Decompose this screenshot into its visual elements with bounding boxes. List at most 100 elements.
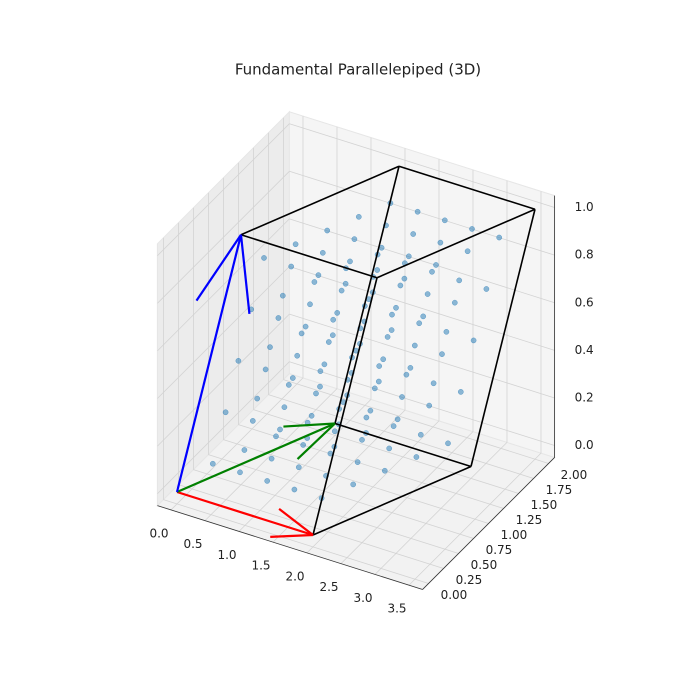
point	[279, 292, 286, 299]
point	[249, 418, 256, 424]
grid-line	[157, 266, 290, 399]
point	[411, 342, 418, 349]
point	[291, 486, 298, 493]
point	[355, 213, 362, 220]
point	[315, 272, 322, 278]
grid-line	[253, 409, 519, 494]
point	[371, 385, 378, 392]
y-tick-label: 1.25	[516, 513, 543, 527]
point	[413, 454, 420, 460]
x-tick-label: 1.0	[217, 548, 236, 562]
point	[439, 351, 445, 357]
grid-line	[289, 313, 555, 399]
y-tick-label: 0.75	[486, 543, 513, 557]
point	[375, 378, 382, 385]
point	[351, 236, 358, 242]
point	[380, 356, 387, 363]
grid-line	[289, 218, 555, 304]
point	[330, 316, 337, 323]
point	[237, 469, 243, 476]
point	[268, 455, 275, 462]
point	[433, 262, 439, 268]
point	[388, 327, 395, 333]
point	[298, 330, 305, 337]
x-tick-label: 0.0	[149, 526, 168, 540]
edge	[240, 165, 400, 236]
axis-line	[157, 505, 423, 590]
edge	[334, 422, 472, 468]
point	[308, 412, 315, 419]
point	[496, 234, 503, 241]
grid-line	[289, 123, 555, 208]
point	[445, 440, 451, 447]
point	[347, 258, 353, 265]
y-tick-label: 1.75	[546, 483, 573, 497]
z-tick-label: 0.8	[575, 248, 594, 262]
point	[389, 311, 395, 318]
point	[317, 368, 324, 375]
point	[390, 423, 397, 429]
arrow-head	[195, 234, 242, 302]
grid-line	[289, 170, 555, 256]
edge	[470, 209, 536, 467]
y-tick-label: 1.00	[501, 528, 528, 542]
point	[235, 357, 242, 364]
edge	[312, 465, 472, 536]
point	[241, 447, 248, 453]
y-tick-label: 0.50	[471, 558, 498, 572]
point	[429, 268, 435, 275]
point	[307, 301, 313, 308]
arrow-head	[283, 422, 336, 428]
point	[277, 426, 283, 433]
arrow-head	[239, 234, 251, 314]
chart-title: Fundamental Parallelepiped (3D)	[235, 61, 481, 79]
point	[289, 375, 296, 381]
z-tick-label: 0.2	[575, 390, 594, 404]
point	[313, 390, 319, 397]
grid-line	[163, 499, 429, 584]
point	[324, 227, 331, 234]
grid-line	[208, 454, 474, 539]
y-tick-label: 0.25	[456, 573, 483, 587]
edge	[398, 165, 536, 211]
point	[325, 339, 332, 345]
point	[317, 383, 323, 390]
point	[311, 279, 318, 285]
point	[222, 409, 229, 416]
point	[281, 404, 288, 411]
y-tick-label: 1.50	[531, 498, 558, 512]
point	[410, 231, 417, 237]
edge	[334, 166, 400, 424]
point	[302, 323, 309, 330]
point	[209, 460, 216, 467]
point	[359, 436, 365, 443]
point	[414, 208, 421, 215]
grid-line	[268, 394, 534, 479]
point	[469, 226, 475, 232]
point	[275, 315, 282, 321]
grid-line	[157, 123, 290, 256]
x-tick-label: 3.0	[353, 591, 372, 605]
point	[399, 394, 405, 400]
point	[416, 320, 423, 327]
arrow-head	[278, 508, 314, 536]
point	[401, 275, 408, 282]
point	[264, 478, 271, 484]
point	[273, 433, 279, 440]
point	[254, 395, 261, 402]
point	[300, 442, 307, 448]
point	[288, 263, 295, 270]
point	[470, 337, 477, 344]
point	[334, 310, 341, 316]
z-tick-label: 0.6	[575, 295, 594, 309]
point	[285, 382, 292, 388]
point	[483, 286, 490, 292]
z-tick-label: 1.0	[575, 200, 594, 214]
point	[381, 467, 388, 474]
grid-line	[157, 313, 290, 447]
point	[457, 389, 464, 395]
point	[376, 363, 383, 369]
x-tick-label: 2.0	[285, 569, 304, 583]
point	[451, 299, 458, 306]
